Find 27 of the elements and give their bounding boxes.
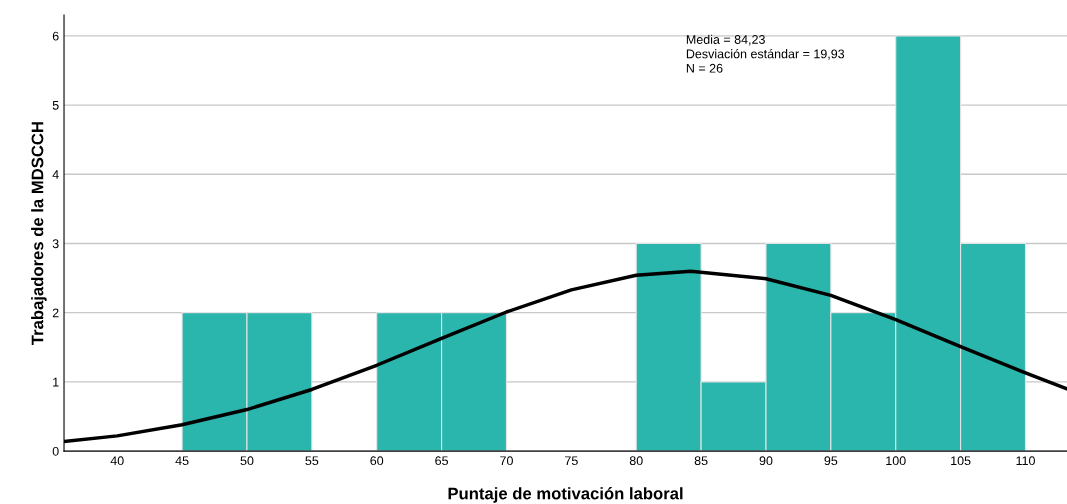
x-tick-label: 105 [951,456,971,466]
x-tick-label: 55 [305,456,319,466]
x-tick-label: 85 [694,456,708,466]
x-tick-label: 45 [175,456,189,466]
x-axis-title: Puntaje de motivación laboral [448,487,683,503]
annotation: Media = 84,23 [686,34,765,46]
y-tick-label: 2 [52,308,59,318]
y-tick-label: 5 [52,101,59,110]
x-tick-label: 110 [1016,456,1035,466]
annotation: Desviación estándar = 19,93 [686,48,845,60]
y-tick-label: 0 [52,446,59,456]
y-tick-label: 6 [52,31,59,41]
y-tick-label: 1 [53,377,59,387]
x-tick-label: 60 [370,456,384,466]
y-axis-title: Trabajadores de la MDSCCH [31,122,47,345]
x-tick-label: 40 [110,456,124,466]
x-tick-label: 80 [629,456,643,466]
x-tick-label: 75 [565,456,578,466]
x-tick-label: 100 [886,456,906,466]
annotation: N = 26 [686,63,723,73]
x-tick-label: 50 [240,456,254,466]
x-tick-label: 65 [435,456,449,466]
x-tick-label: 95 [824,456,838,466]
x-tick-label: 90 [759,456,773,466]
x-tick-label: 70 [500,456,513,466]
y-tick-label: 3 [52,239,59,249]
y-tick-label: 4 [52,170,59,179]
